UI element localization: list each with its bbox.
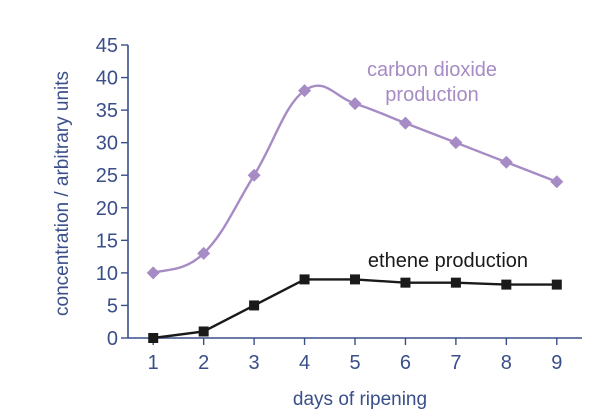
- x-tick-label: 5: [349, 352, 360, 374]
- y-tick-label: 5: [107, 295, 118, 317]
- data-point-square: [400, 277, 411, 288]
- y-tick-label: 45: [96, 35, 118, 57]
- data-point-diamond: [146, 266, 160, 280]
- data-point-square: [350, 274, 360, 285]
- y-tick-label: 15: [96, 230, 118, 252]
- y-tick-label: 0: [107, 328, 118, 350]
- data-point-diamond: [298, 84, 312, 98]
- data-point-diamond: [197, 246, 211, 260]
- x-tick-label: 4: [299, 352, 310, 374]
- series-line: [153, 278, 557, 340]
- data-point-diamond: [398, 116, 412, 130]
- x-tick-label: 6: [400, 352, 411, 374]
- series-carbon-dioxide: [146, 84, 564, 280]
- x-tick-label: 9: [551, 352, 562, 374]
- x-tick-label: 3: [249, 352, 260, 374]
- data-point-diamond: [550, 175, 564, 189]
- data-point-diamond: [499, 155, 513, 169]
- series-layer: [146, 84, 564, 343]
- series-ethene: [148, 274, 562, 343]
- x-tick-label: 1: [148, 352, 159, 374]
- series-label-line: carbon dioxide: [367, 59, 497, 81]
- data-point-diamond: [348, 97, 362, 111]
- labels: days of ripening concentration / arbitrar…: [52, 59, 528, 410]
- data-point-square: [249, 300, 260, 311]
- x-tick-label: 7: [450, 352, 461, 374]
- y-tick-label: 40: [96, 68, 118, 90]
- data-point-diamond: [449, 136, 463, 150]
- series-label-line: production: [385, 84, 478, 106]
- y-tick-label: 10: [96, 263, 118, 285]
- x-axis-label: days of ripening: [293, 389, 427, 410]
- data-point-square: [501, 279, 512, 290]
- y-tick-label: 30: [96, 133, 118, 155]
- data-point-square: [148, 333, 159, 343]
- data-point-square: [198, 326, 209, 337]
- data-point-square: [551, 279, 562, 290]
- series-label: carbon dioxide production: [367, 59, 497, 106]
- data-point-square: [299, 274, 310, 285]
- y-axis-label: concentration / arbitrary units: [52, 71, 73, 316]
- data-point-square: [450, 277, 461, 288]
- x-tick-label: 8: [501, 352, 512, 374]
- x-tick-label: 2: [198, 352, 209, 374]
- y-tick-label: 25: [96, 165, 118, 187]
- y-tick-label: 20: [96, 198, 118, 220]
- series-label: ethene production: [368, 250, 528, 272]
- series-label-line: ethene production: [368, 250, 528, 272]
- y-tick-label: 35: [96, 100, 118, 122]
- data-point-diamond: [247, 168, 261, 182]
- series-line: [152, 84, 558, 275]
